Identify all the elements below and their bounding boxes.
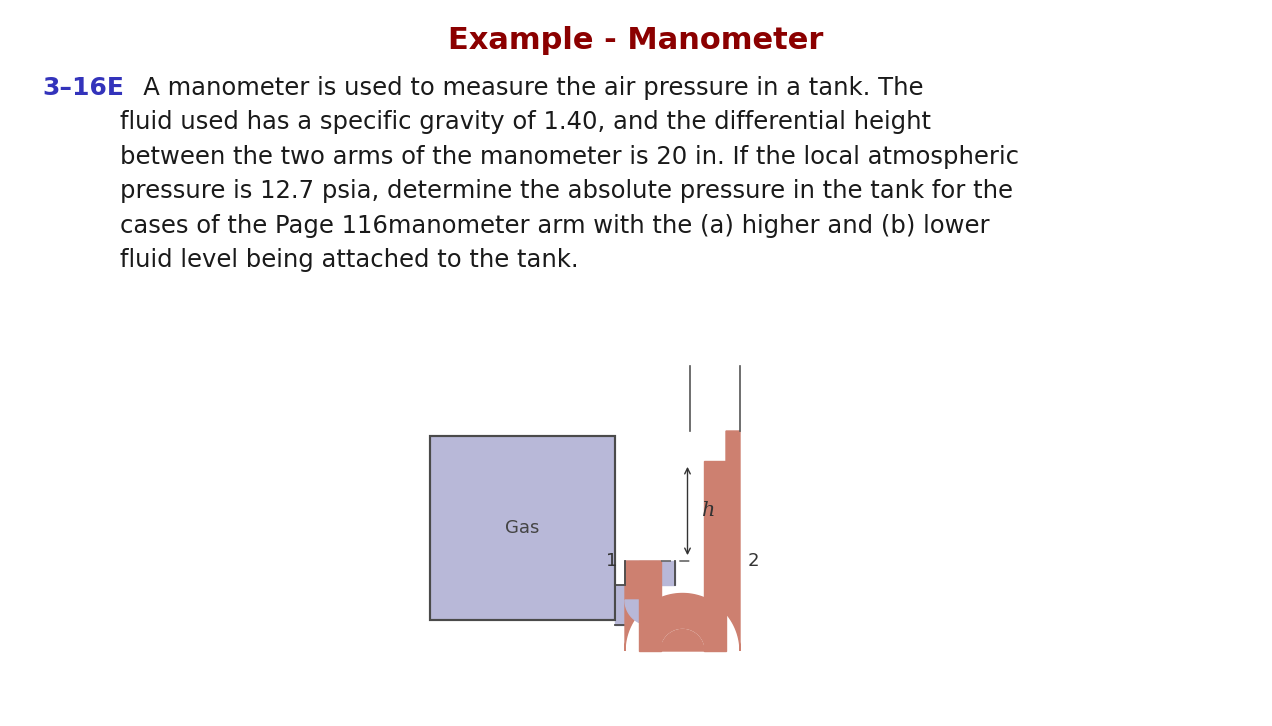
Polygon shape: [644, 561, 658, 585]
Polygon shape: [625, 431, 740, 651]
Text: 3–16E: 3–16E: [42, 76, 123, 100]
Polygon shape: [639, 561, 661, 651]
Polygon shape: [614, 585, 630, 625]
Text: 1: 1: [605, 552, 617, 570]
Bar: [430, 436, 614, 620]
Text: Gas: Gas: [505, 519, 539, 537]
Text: 2: 2: [748, 552, 759, 570]
Polygon shape: [625, 600, 650, 625]
Bar: [430, 436, 614, 620]
Polygon shape: [703, 461, 726, 651]
Text: Example - Manometer: Example - Manometer: [448, 26, 824, 55]
Polygon shape: [661, 629, 703, 651]
Polygon shape: [661, 629, 703, 651]
Text: A manometer is used to measure the air pressure in a tank. The
fluid used has a : A manometer is used to measure the air p…: [120, 76, 1019, 272]
Polygon shape: [625, 561, 675, 585]
Text: h: h: [701, 502, 715, 521]
